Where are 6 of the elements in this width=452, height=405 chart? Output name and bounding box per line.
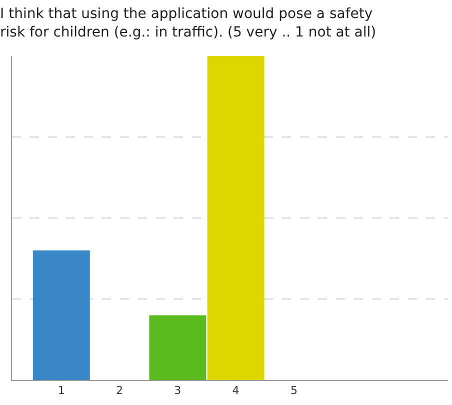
x-tick-label: 5 [290, 384, 298, 398]
chart-title: I think that using the application would pose a safety risk for children (e.g.: in traffic). (5 very .. 1 not at all) [0, 6, 376, 40]
x-tick-label: 1 [58, 384, 65, 398]
x-tick-label: 4 [232, 384, 240, 398]
x-tick-label: 2 [116, 384, 124, 398]
x-tick-label: 3 [174, 384, 182, 398]
